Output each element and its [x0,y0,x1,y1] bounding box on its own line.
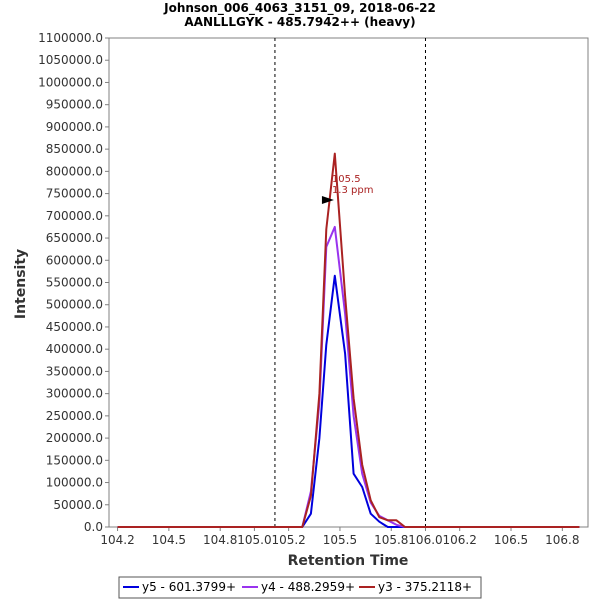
y-tick-label: 100000.0 [46,476,103,490]
x-tick-label: 106.8 [545,533,579,547]
y-tick-label: 300000.0 [46,387,103,401]
y-tick-label: 600000.0 [46,253,103,267]
y-tick-label: 800000.0 [46,164,103,178]
y-tick-label: 700000.0 [46,209,103,223]
x-tick-label: 106.0 [408,533,442,547]
y-axis-label: Intensity [13,249,29,319]
y-tick-label: 200000.0 [46,431,103,445]
x-tick-label: 106.2 [443,533,477,547]
x-tick-label: 106.5 [494,533,528,547]
peak-arrow-icon [321,196,334,205]
peak-rt-label: 105.5 [332,174,361,185]
legend: y5 - 601.3799+ y4 - 488.2959+ y3 - 375.211… [118,576,482,599]
y-tick-label: 750000.0 [46,187,103,201]
plot-area [108,37,589,528]
x-tick-label: 104.5 [152,533,186,547]
chart-title: Johnson_006_4063_3151_09, 2018-06-22 [163,1,436,16]
y-tick-label: 250000.0 [46,409,103,423]
y-tick-label: 850000.0 [46,142,103,156]
x-tick-label: 105.0 [237,533,271,547]
y-tick-label: 0.0 [84,520,103,534]
y-tick-label: 900000.0 [46,120,103,134]
y-axis: 0.0 50000.0 100000.0 150000.0 200000.0 250000… [38,31,109,534]
x-tick-label: 105.8 [374,533,408,547]
y-tick-label: 550000.0 [46,276,103,290]
chart-subtitle: AANLLLGYK - 485.7942++ (heavy) [184,15,415,29]
x-axis-label: Retention Time [288,553,409,569]
legend-entry-label: y3 - 375.2118+ [378,580,472,594]
y-tick-label: 400000.0 [46,342,103,356]
y-tick-label: 950000.0 [46,98,103,112]
series-line-y3 [117,152,580,528]
series-lines [117,152,580,528]
y-tick-label: 50000.0 [53,498,103,512]
y-tick-label: 450000.0 [46,320,103,334]
y-tick-label: 350000.0 [46,364,103,378]
y-tick-label: 1000000.0 [38,75,103,89]
x-tick-label: 104.2 [100,533,134,547]
legend-entry-label: y5 - 601.3799+ [142,580,236,594]
y-tick-label: 650000.0 [46,231,103,245]
y-tick-label: 150000.0 [46,453,103,467]
legend-box [118,576,482,599]
peak-ppm-label: 1.3 ppm [332,185,374,196]
peak-annotation: 105.5 1.3 ppm [321,174,374,205]
x-tick-label: 105.2 [271,533,305,547]
y-tick-label: 1100000.0 [38,31,103,45]
y-tick-label: 500000.0 [46,298,103,312]
x-tick-label: 104.8 [203,533,237,547]
x-tick-label: 105.5 [323,533,357,547]
legend-entry-label: y4 - 488.2959+ [261,580,355,594]
x-axis: 104.2 104.5 104.8 105.0 105.2 105.5 105.8 106.0… [100,527,580,547]
y-tick-label: 1050000.0 [38,53,103,67]
